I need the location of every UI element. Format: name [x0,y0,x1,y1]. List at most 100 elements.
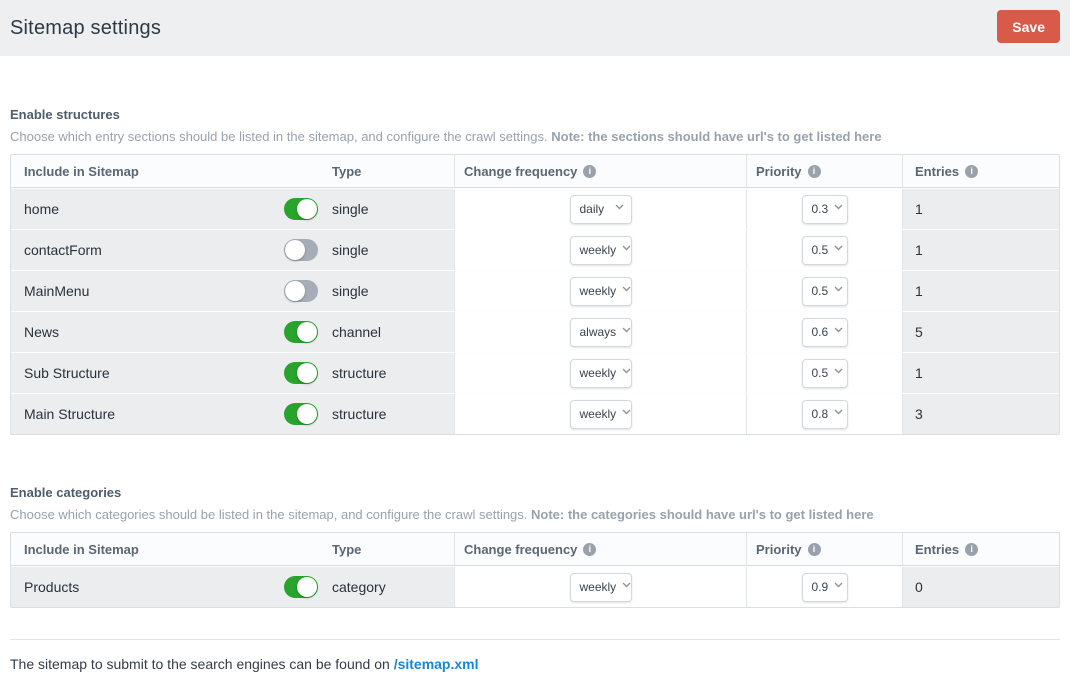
category-name: Products [24,579,80,595]
change-frequency-select[interactable]: weekly [569,276,632,306]
include-toggle[interactable] [284,280,318,302]
priority-select[interactable]: 0.5 [801,235,848,265]
select-value: weekly [579,284,617,298]
include-toggle[interactable] [284,576,318,598]
table-row-news: News channel always 0.6 5 [11,311,1059,352]
toggle-knob [297,199,317,219]
section-type: channel [332,324,382,340]
change-frequency-select[interactable]: always [569,317,632,347]
entries-count: 5 [915,324,923,340]
chevron-down-icon [622,245,631,251]
toggle-knob [297,577,317,597]
chevron-down-icon [622,286,631,292]
categories-description: Choose which categories should be listed… [10,507,1060,522]
include-toggle[interactable] [284,362,318,384]
select-value: 0.8 [811,407,829,421]
priority-select[interactable]: 0.5 [801,358,848,388]
save-button[interactable]: Save [997,10,1060,43]
column-type: Type [332,541,362,557]
chevron-down-icon [834,368,843,374]
select-value: 0.9 [811,580,829,594]
table-row-mainmenu: MainMenu single weekly 0.5 1 [11,270,1059,311]
section-type: single [332,242,369,258]
include-toggle[interactable] [284,198,318,220]
section-type: structure [332,365,387,381]
entries-count: 0 [915,579,923,595]
main-content: Enable structures Choose which entry sec… [0,107,1070,672]
change-frequency-select[interactable]: weekly [569,572,632,602]
table-row-home: home single daily 0.3 1 [11,188,1059,229]
toggle-knob [285,281,305,301]
change-frequency-select[interactable]: weekly [569,399,632,429]
include-toggle[interactable] [284,403,318,425]
change-frequency-select[interactable]: weekly [569,235,632,265]
chevron-down-icon [834,582,843,588]
chevron-down-icon [834,245,843,251]
column-toggle-spacer [284,155,332,187]
sitemap-xml-link[interactable]: /sitemap.xml [393,656,479,672]
structures-table: Include in Sitemap Type Change frequency… [10,154,1060,435]
sitemap-location-note: The sitemap to submit to the search engi… [10,656,1060,672]
select-value: always [579,325,617,339]
select-value: 0.5 [811,284,829,298]
priority-select[interactable]: 0.9 [801,572,848,602]
column-include-in-sitemap: Include in Sitemap [24,163,139,179]
priority-select[interactable]: 0.5 [801,276,848,306]
chevron-down-icon [622,582,631,588]
section-name: Main Structure [24,406,116,422]
select-value: 0.5 [811,243,829,257]
structures-description-text: Choose which entry sections should be li… [10,129,552,144]
section-name: MainMenu [24,283,90,299]
entries-count: 1 [915,283,923,299]
table-row-contactform: contactForm single weekly 0.5 1 [11,229,1059,270]
section-type: structure [332,406,387,422]
priority-select[interactable]: 0.6 [801,317,848,347]
info-icon[interactable]: i [807,542,821,556]
categories-table: Include in Sitemap Type Change frequency… [10,532,1060,608]
table-row-main-structure: Main Structure structure weekly 0.8 3 [11,393,1059,434]
toggle-knob [297,322,317,342]
chevron-down-icon [834,327,843,333]
chevron-down-icon [622,409,631,415]
chevron-down-icon [834,409,843,415]
info-icon[interactable]: i [965,542,979,556]
chevron-down-icon [622,368,631,374]
table-row-products: Products category weekly 0.9 0 [11,566,1059,607]
change-frequency-select[interactable]: daily [569,194,632,224]
chevron-down-icon [834,204,843,210]
section-name: News [24,324,60,340]
page-title: Sitemap settings [10,16,162,39]
info-icon[interactable]: i [583,164,597,178]
entries-count: 1 [915,365,923,381]
section-type: single [332,283,369,299]
sitemap-location-text: The sitemap to submit to the search engi… [10,656,394,672]
section-name: Sub Structure [24,365,110,381]
info-icon[interactable]: i [965,164,979,178]
include-toggle[interactable] [284,239,318,261]
section-name: home [24,201,60,217]
section-type: single [332,201,369,217]
info-icon[interactable]: i [583,542,597,556]
column-entries: Entries i [903,533,1059,565]
select-value: 0.3 [811,202,829,216]
section-name: contactForm [24,242,102,258]
table-row-sub-structure: Sub Structure structure weekly 0.5 1 [11,352,1059,393]
info-icon[interactable]: i [807,164,821,178]
priority-select[interactable]: 0.3 [801,194,848,224]
change-frequency-select[interactable]: weekly [569,358,632,388]
include-toggle[interactable] [284,321,318,343]
select-value: daily [579,202,605,216]
column-include-in-sitemap: Include in Sitemap [24,541,139,557]
toggle-knob [297,404,317,424]
column-change-frequency: Change frequency i [454,155,747,187]
column-priority: Priority i [747,533,903,565]
toggle-knob [285,240,305,260]
select-value: 0.5 [811,366,829,380]
priority-select[interactable]: 0.8 [801,399,848,429]
column-change-frequency: Change frequency i [454,533,747,565]
select-value: weekly [579,580,617,594]
structures-table-header: Include in Sitemap Type Change frequency… [11,155,1059,188]
entries-count: 1 [915,201,923,217]
select-value: weekly [579,366,617,380]
select-value: 0.6 [811,325,829,339]
